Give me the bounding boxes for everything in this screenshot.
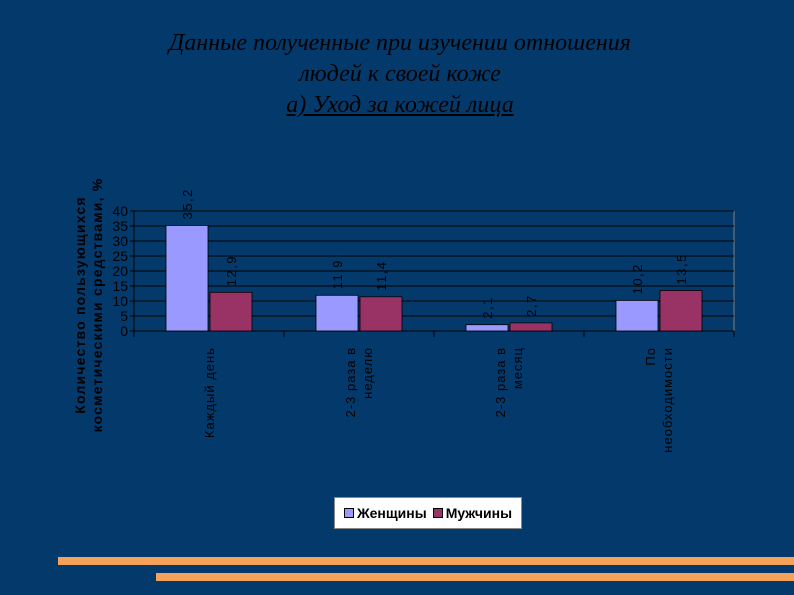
slide-title: Данные полученные при изучении отношения… — [60, 28, 740, 121]
data-label: 35,2 — [180, 188, 195, 219]
bar-men — [659, 290, 703, 332]
data-label: 13,5 — [674, 253, 689, 284]
bar-women — [315, 294, 359, 332]
x-category-label: Каждый день — [202, 347, 217, 438]
y-tick-label: 40 — [112, 203, 128, 219]
bar-men — [209, 291, 253, 332]
legend-label-men: Мужчины — [445, 505, 513, 521]
y-tick-label: 30 — [112, 233, 128, 249]
data-label: 2,7 — [524, 294, 539, 317]
y-tick-label: 15 — [112, 278, 128, 294]
x-category-label: необходимости — [660, 347, 675, 453]
data-label: 11,4 — [374, 260, 389, 290]
decor-stripe-bottom — [156, 573, 794, 581]
bar-women — [615, 299, 659, 332]
legend: Женщины Мужчины — [334, 497, 522, 529]
legend-item-women: Женщины — [343, 505, 427, 521]
y-tick-label: 0 — [120, 323, 128, 339]
title-line-2: людей к своей коже — [299, 61, 501, 87]
bar-women — [165, 224, 209, 332]
y-axis-label-line: Количество пользующихся — [72, 196, 88, 413]
data-label: 10,2 — [630, 263, 645, 294]
decor-stripe-top — [58, 557, 794, 565]
bar-women — [465, 324, 509, 332]
legend-label-women: Женщины — [356, 505, 427, 521]
x-category-label: неделю — [360, 347, 375, 399]
y-tick-label: 10 — [112, 293, 128, 309]
y-tick-label: 35 — [112, 218, 128, 234]
data-label: 12,9 — [224, 255, 239, 286]
x-category-label: 2-3 раза в — [493, 347, 508, 417]
x-category-label: По — [643, 347, 658, 366]
bar-men — [509, 322, 553, 332]
y-axis-label: Количество пользующихся косметическими ср… — [72, 178, 105, 433]
legend-item-men: Мужчины — [432, 505, 513, 521]
bar-men — [359, 296, 403, 332]
y-tick-label: 5 — [120, 308, 128, 324]
y-tick-label: 25 — [112, 248, 128, 264]
y-tick-label: 20 — [112, 263, 128, 279]
x-category-label: 2-3 раза в — [343, 347, 358, 417]
title-line-3: а) Уход за кожей лица — [286, 92, 514, 118]
legend-swatch-men — [432, 508, 443, 518]
data-label: 2,1 — [480, 296, 495, 319]
y-axis-label-line: косметическими средствами, % — [89, 178, 105, 433]
legend-swatch-women — [343, 508, 354, 518]
x-category-label: месяц — [510, 347, 525, 389]
data-label: 11,9 — [330, 259, 345, 289]
title-line-1: Данные полученные при изучении отношения — [169, 30, 631, 56]
